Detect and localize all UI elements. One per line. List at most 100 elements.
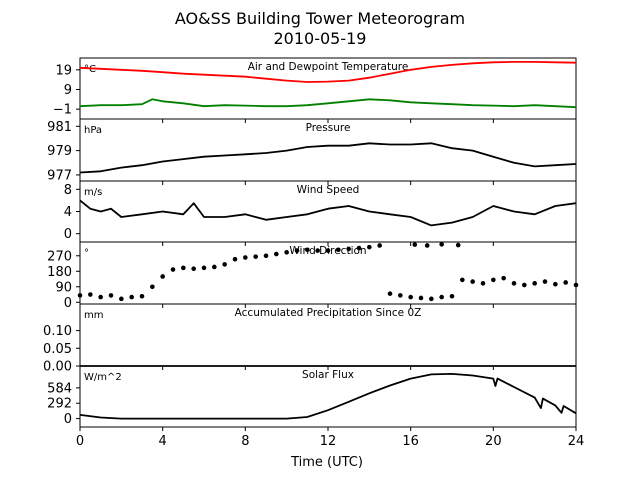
series-line-0: [79, 61, 577, 83]
data-point: [470, 279, 475, 284]
panel-title: Wind Speed: [297, 184, 360, 196]
data-point: [449, 293, 455, 299]
data-point: [553, 281, 558, 287]
data-point: [315, 248, 320, 253]
data-point: [356, 245, 362, 251]
data-point: [439, 242, 444, 247]
data-point: [160, 274, 165, 279]
y-tick-label: 19: [55, 63, 72, 78]
data-point: [284, 250, 289, 255]
data-point: [222, 262, 227, 267]
unit-label: mm: [84, 310, 103, 321]
series-line-1: [79, 98, 577, 109]
y-tick-label: 977: [47, 168, 72, 183]
data-point: [232, 256, 238, 262]
y-tick-label: 9: [64, 83, 72, 98]
data-point: [429, 296, 434, 302]
data-point: [522, 282, 527, 288]
data-point: [367, 244, 372, 250]
y-tick-label: 180: [47, 265, 72, 280]
data-point: [108, 293, 114, 298]
data-point: [336, 247, 341, 253]
data-point: [573, 282, 579, 288]
data-point: [325, 248, 331, 253]
data-point: [150, 284, 155, 290]
data-point: [532, 281, 537, 286]
y-tick-label: 0.00: [43, 360, 72, 375]
y-tick-label: 0: [64, 412, 72, 427]
data-point: [424, 243, 430, 248]
data-point: [129, 294, 134, 300]
panel-title: Pressure: [306, 122, 351, 134]
data-point: [212, 264, 217, 270]
x-tick-label: 20: [485, 434, 502, 449]
y-tick-label: 584: [47, 381, 72, 396]
figure-date: 2010-05-19: [274, 29, 367, 48]
data-point: [439, 294, 444, 300]
data-point: [511, 281, 517, 286]
data-point: [88, 292, 93, 297]
data-point: [274, 251, 279, 257]
unit-label: °: [84, 248, 89, 259]
data-point: [412, 242, 418, 247]
data-point: [77, 293, 83, 298]
y-tick-label: −1: [53, 103, 72, 118]
x-tick-label: 12: [320, 434, 337, 449]
data-point: [139, 293, 145, 299]
data-point: [191, 266, 196, 271]
y-tick-label: 0.05: [43, 342, 72, 357]
panel-title: Solar Flux: [302, 369, 354, 381]
data-point: [460, 277, 465, 283]
data-point: [387, 291, 393, 296]
data-point: [294, 248, 300, 253]
data-point: [501, 275, 506, 281]
y-tick-label: 0: [64, 227, 72, 242]
y-tick-label: 90: [55, 280, 72, 295]
x-tick-label: 24: [568, 434, 585, 449]
unit-label: °C: [84, 64, 96, 75]
data-point: [377, 243, 382, 248]
data-point: [263, 253, 269, 259]
data-point: [408, 294, 413, 300]
panel-4: 0.00 0.05 0.10 mm Accumulated Precipitation …: [43, 303, 577, 375]
data-point: [98, 294, 103, 300]
data-point: [119, 296, 124, 302]
data-point: [480, 281, 486, 286]
y-tick-label: 292: [47, 397, 72, 412]
series-line-0: [79, 373, 577, 420]
y-tick-label: 270: [47, 249, 72, 264]
panel-0: −1 9 19 °C Air and Dewpoint Temperature: [53, 57, 577, 123]
data-point: [305, 247, 310, 253]
panel-title: Accumulated Precipitation Since 0Z: [235, 307, 422, 319]
data-point: [418, 295, 424, 301]
unit-label: m/s: [84, 187, 102, 198]
y-tick-label: 979: [47, 144, 72, 159]
y-tick-label: 0: [64, 296, 72, 311]
y-tick-label: 8: [64, 183, 72, 198]
data-point: [491, 277, 496, 283]
x-tick-label: 8: [241, 434, 249, 449]
x-tick-label: 16: [402, 434, 419, 449]
series-line-0: [79, 142, 577, 174]
data-point: [346, 246, 351, 252]
data-point: [243, 255, 248, 260]
panel-2: 0 4 8 m/s Wind Speed: [64, 180, 577, 246]
figure-title: AO&SS Building Tower Meteorogram: [175, 9, 465, 28]
y-tick-label: 4: [64, 205, 72, 220]
panel-1: 977 979 981 hPa Pressure: [47, 118, 577, 185]
unit-label: W/m^2: [84, 372, 122, 383]
x-axis-label: Time (UTC): [290, 455, 363, 470]
series-line-0: [79, 199, 577, 227]
data-point: [542, 279, 548, 284]
data-point: [398, 293, 403, 298]
data-point: [253, 254, 258, 259]
data-point: [455, 242, 461, 248]
data-point: [181, 265, 186, 271]
unit-label: hPa: [84, 125, 102, 136]
data-point: [201, 265, 207, 271]
y-tick-label: 981: [47, 120, 72, 135]
